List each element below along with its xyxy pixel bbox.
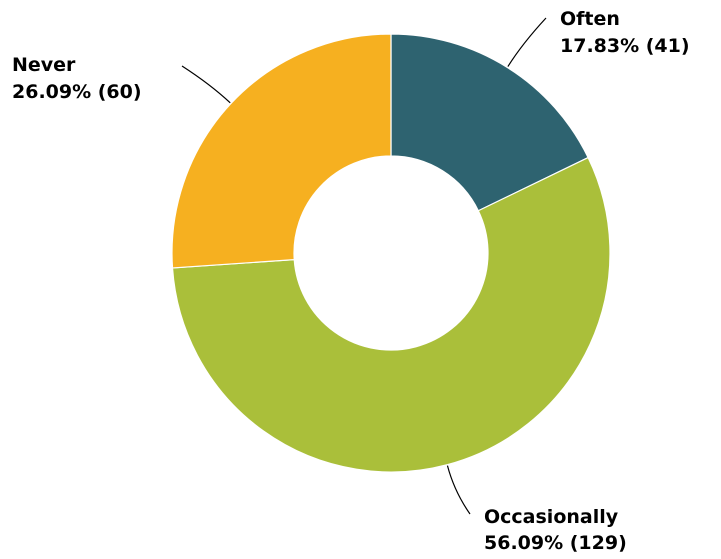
slice-label-often-value: 17.83% (41) [560,35,690,57]
slice-label-occasionally-value: 56.09% (129) [484,532,627,554]
slice-occasionally [171,156,611,473]
leader-lines-group [181,17,547,515]
slices-group [171,33,611,473]
slice-label-never-value: 26.09% (60) [12,81,142,103]
label-often: Often 17.83% (41) [560,8,690,57]
leader-line-often [507,17,547,67]
slice-label-often-name: Often [560,8,620,30]
slice-never [171,33,392,269]
slice-label-never-name: Never [12,54,76,76]
label-occasionally: Occasionally 56.09% (129) [484,506,627,554]
leader-line-never [181,65,231,104]
leader-line-occasionally [446,465,471,515]
slice-often [390,33,589,212]
label-never: Never 26.09% (60) [12,54,142,103]
slice-label-occasionally-name: Occasionally [484,506,619,528]
